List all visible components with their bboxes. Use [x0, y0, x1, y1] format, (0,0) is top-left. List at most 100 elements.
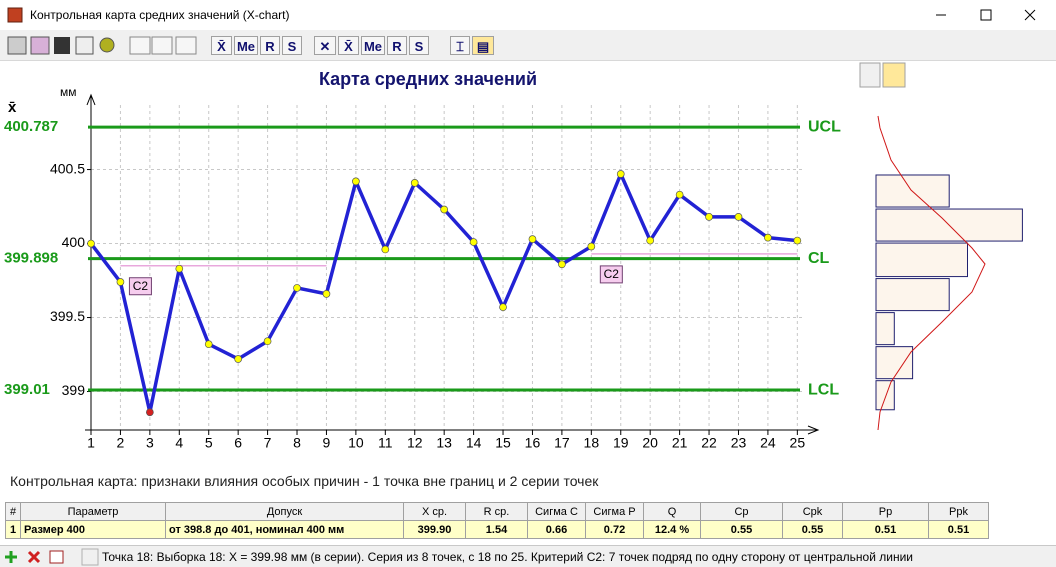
toolbar-icons: [7, 36, 197, 55]
control-value-label: 399.01: [4, 381, 50, 398]
point: [528, 235, 537, 243]
control-name-label: CL: [808, 250, 830, 267]
header-cell: Параметр: [20, 502, 166, 521]
panel-button[interactable]: [882, 62, 906, 88]
median-button-2[interactable]: Me: [361, 36, 385, 55]
cell[interactable]: 399.90: [403, 520, 466, 539]
point: [440, 205, 449, 214]
header-cell: X ср.: [403, 502, 466, 521]
x-tick-label: 7: [264, 435, 272, 451]
status-box: [81, 548, 99, 566]
x-tick-label: 10: [348, 435, 364, 451]
sd-button[interactable]: S: [282, 36, 302, 55]
x-tick-label: 25: [790, 435, 806, 451]
cell[interactable]: 1: [5, 520, 21, 539]
point: [499, 303, 507, 312]
point: [352, 177, 360, 186]
tolerance-button[interactable]: [151, 36, 173, 55]
y-tick-label: 399.5: [50, 308, 85, 324]
run-badge: [128, 277, 152, 296]
cell[interactable]: 0.51: [842, 520, 929, 539]
x-tick-label: 12: [407, 435, 423, 451]
x-tick-label: 3: [146, 435, 154, 451]
print-button[interactable]: [7, 36, 27, 55]
point: [263, 337, 272, 346]
boxplot-button[interactable]: ⌶: [450, 36, 470, 55]
histogram-bar: [875, 380, 895, 411]
x-tick-label: 2: [117, 435, 125, 451]
x-tick-label: 19: [613, 435, 629, 451]
cell[interactable]: Размер 400: [20, 520, 166, 539]
point: [734, 213, 743, 221]
message: Контрольная карта: признаки влияния особ…: [10, 473, 599, 489]
point: [293, 284, 301, 292]
header-cell: Cpk: [782, 502, 843, 521]
normal-curve: [877, 115, 986, 431]
add-button[interactable]: [5, 551, 17, 563]
cell[interactable]: от 398.8 до 401, номинал 400 мм: [165, 520, 404, 539]
settings-button[interactable]: [99, 37, 115, 53]
histogram-bar: [875, 278, 950, 312]
histogram-button[interactable]: ▤: [472, 36, 494, 55]
point: [204, 340, 213, 349]
x-axis: [85, 425, 820, 435]
header-cell: Допуск: [165, 502, 404, 521]
title-bar-icons: [7, 7, 1036, 23]
cell[interactable]: 0.55: [700, 520, 783, 539]
clear-button[interactable]: ✕: [314, 36, 336, 55]
toolbar: X̄ Me R S ✕ X̄ Me R S ⌶ ▤: [0, 30, 1056, 61]
sigma-button[interactable]: [175, 36, 197, 55]
xbar-button-2[interactable]: X̄: [338, 36, 359, 55]
xbar-button[interactable]: X̄: [211, 36, 232, 55]
header-cell: Сигма С: [527, 502, 586, 521]
copy-button[interactable]: [75, 36, 94, 55]
point: [146, 408, 154, 417]
print-preview-button[interactable]: [30, 36, 50, 55]
range-button[interactable]: R: [260, 36, 280, 55]
cell[interactable]: 0.51: [928, 520, 989, 539]
run-label: C2: [133, 279, 149, 293]
point: [558, 260, 566, 269]
median-button[interactable]: Me: [234, 36, 258, 55]
status-bar: Точка 18: Выборка 18: X = 399.98 мм (в с…: [0, 545, 1056, 567]
x-tick-label: 18: [584, 435, 600, 451]
status-text: Точка 18: Выборка 18: X = 399.98 мм (в с…: [102, 550, 913, 564]
grid-button[interactable]: [49, 550, 64, 564]
histogram-bar: [875, 242, 968, 278]
range-button-2[interactable]: R: [387, 36, 407, 55]
histogram-bar: [875, 346, 914, 380]
control-name-label: LCL: [808, 381, 839, 398]
cell[interactable]: 0.55: [782, 520, 843, 539]
x-tick-label: 13: [436, 435, 452, 451]
point: [87, 239, 95, 248]
limits-button[interactable]: [129, 36, 151, 55]
header-cell: Pp: [842, 502, 929, 521]
header-cell: Cp: [700, 502, 783, 521]
point: [675, 190, 684, 199]
y-tick-label: 400: [62, 234, 86, 250]
x-tick-label: 4: [175, 435, 183, 451]
x-tick-label: 1: [87, 435, 95, 451]
x-tick-label: 24: [760, 435, 776, 451]
point: [793, 236, 802, 245]
sd-button-2[interactable]: S: [409, 36, 429, 55]
stats-table: # Параметр Допуск X ср. R ср. Сигма С Си…: [5, 502, 989, 539]
delete-button[interactable]: [27, 550, 41, 564]
y-tick-label: 399: [62, 382, 86, 398]
panel-button[interactable]: [859, 62, 881, 88]
point: [175, 264, 184, 273]
save-button[interactable]: [54, 37, 70, 54]
maximize-button[interactable]: [980, 9, 992, 21]
cell[interactable]: 0.72: [585, 520, 644, 539]
close-button[interactable]: [1024, 9, 1036, 21]
point: [616, 170, 625, 178]
x-tick-label: 17: [554, 435, 570, 451]
x-tick-label: 5: [205, 435, 213, 451]
histogram-bar: [875, 312, 895, 346]
point: [322, 290, 331, 298]
cell[interactable]: 1.54: [465, 520, 528, 539]
cell[interactable]: 12.4 %: [643, 520, 701, 539]
x-tick-label: 20: [642, 435, 658, 451]
cell[interactable]: 0.66: [527, 520, 586, 539]
